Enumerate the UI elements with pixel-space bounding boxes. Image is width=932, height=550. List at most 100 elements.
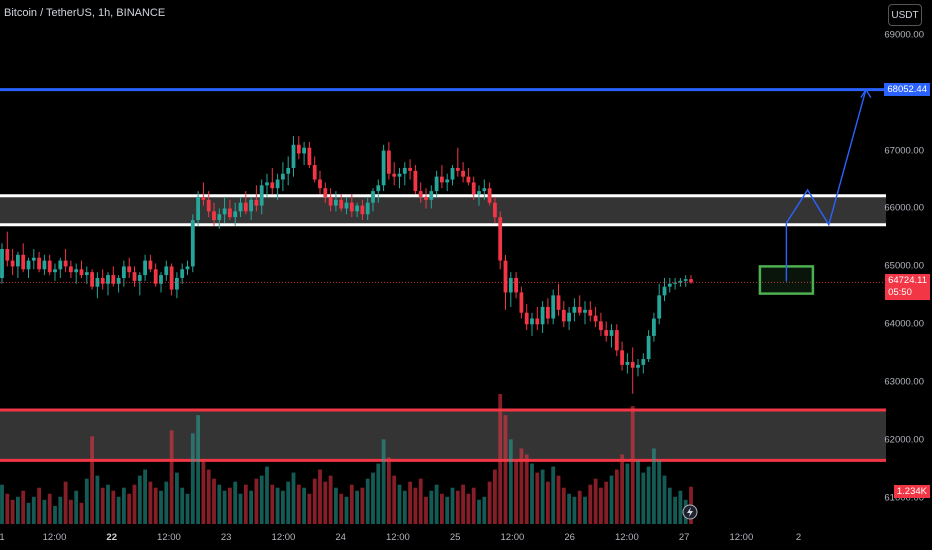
candle-body [556, 295, 561, 310]
time-tick: 12:00 [271, 532, 296, 543]
volume-bar [90, 436, 94, 524]
candle-body [551, 295, 556, 319]
candle-body [577, 306, 582, 313]
candle-body [100, 277, 105, 284]
candle-body [233, 211, 238, 218]
candles-layer [0, 136, 693, 394]
volume-bar [397, 484, 402, 524]
currency-button[interactable]: USDT [888, 4, 922, 26]
volume-bar [84, 478, 89, 524]
candle-body [540, 306, 545, 325]
countdown-value: 05:50 [888, 287, 912, 299]
volume-bar [31, 496, 36, 524]
volume-bar [461, 484, 465, 524]
candle-body [466, 176, 471, 183]
volume-bar [169, 430, 174, 524]
candle-body [212, 211, 216, 221]
volume-bar [535, 472, 540, 524]
candle-body [318, 179, 322, 189]
candle-body [47, 260, 52, 273]
candle-body [259, 185, 264, 206]
candle-body [307, 147, 312, 166]
price-tick: 63000.00 [884, 376, 924, 388]
candle-body [689, 279, 693, 283]
candle-body [334, 199, 338, 206]
candle-body [296, 144, 301, 154]
candle-body [132, 272, 137, 281]
candle-body [652, 318, 656, 336]
candle-body [21, 254, 26, 270]
candle-body [190, 220, 195, 267]
candle-body [31, 257, 36, 261]
volume-bar [344, 496, 349, 524]
volume-bar [355, 490, 359, 524]
candle-body [265, 182, 269, 186]
volume-bar [424, 496, 428, 524]
volume-bar [106, 484, 110, 524]
volume-bar [5, 493, 10, 524]
candle-body [169, 266, 174, 290]
volume-bar [10, 499, 15, 524]
volume-bar [302, 487, 306, 524]
volume-bar [132, 484, 137, 524]
volume-bar [122, 487, 126, 524]
volume-bar [487, 481, 492, 524]
candle-body [365, 202, 370, 215]
candle-body [636, 364, 640, 368]
candle-body [137, 275, 142, 281]
candle-body [74, 269, 79, 273]
volume-bar [657, 460, 662, 524]
candle-body [408, 167, 412, 171]
time-tick: 1 [0, 532, 5, 543]
candle-body [482, 188, 487, 192]
time-tick: 12:00 [386, 532, 410, 543]
volume-bar [116, 496, 121, 524]
candle-body [561, 309, 566, 322]
candle-body [461, 170, 465, 177]
volume-bar [360, 487, 365, 524]
candle-body [106, 275, 110, 284]
volume-bar [636, 460, 640, 524]
volume-bar [270, 484, 275, 524]
volume-bar [95, 475, 100, 524]
candle-body [604, 330, 609, 336]
volume-bar [328, 475, 333, 524]
candle-body [42, 260, 47, 270]
support-zone [0, 410, 886, 461]
volume-bar [323, 481, 328, 524]
volume-bar [609, 475, 614, 524]
volume-bar [387, 457, 391, 524]
volume-bar [561, 487, 566, 524]
candle-body [323, 188, 328, 197]
candle-body [641, 359, 646, 365]
time-tick: 12:00 [614, 532, 639, 543]
volume-bar [450, 487, 455, 524]
candle-body [153, 269, 158, 284]
volume-bar [74, 490, 79, 524]
candle-body [493, 202, 497, 218]
volume-bar [477, 499, 481, 524]
candle-body [434, 176, 439, 192]
candle-body [630, 361, 635, 368]
candle-body [673, 282, 677, 284]
volume-bar [493, 469, 497, 524]
candle-body [519, 292, 524, 313]
volume-bar [540, 469, 545, 524]
time-tick: 12:00 [157, 532, 181, 543]
volume-bar [26, 502, 31, 524]
volume-bar [127, 493, 132, 524]
volume-bar [180, 487, 185, 524]
candle-body [508, 277, 513, 293]
price-tick: 65000.00 [884, 260, 924, 272]
volume-bar [614, 469, 619, 524]
last-price-value: 64724.11 [888, 275, 927, 287]
volume-bar [371, 472, 375, 524]
volume-bar [265, 466, 269, 524]
resistance-zone [0, 195, 886, 225]
candle-body [567, 312, 571, 322]
last-price-label: 64724.11 05:50 [885, 274, 930, 301]
price-tick: 62000.00 [884, 434, 924, 446]
volume-bar [238, 493, 243, 524]
candle-body [599, 321, 603, 331]
